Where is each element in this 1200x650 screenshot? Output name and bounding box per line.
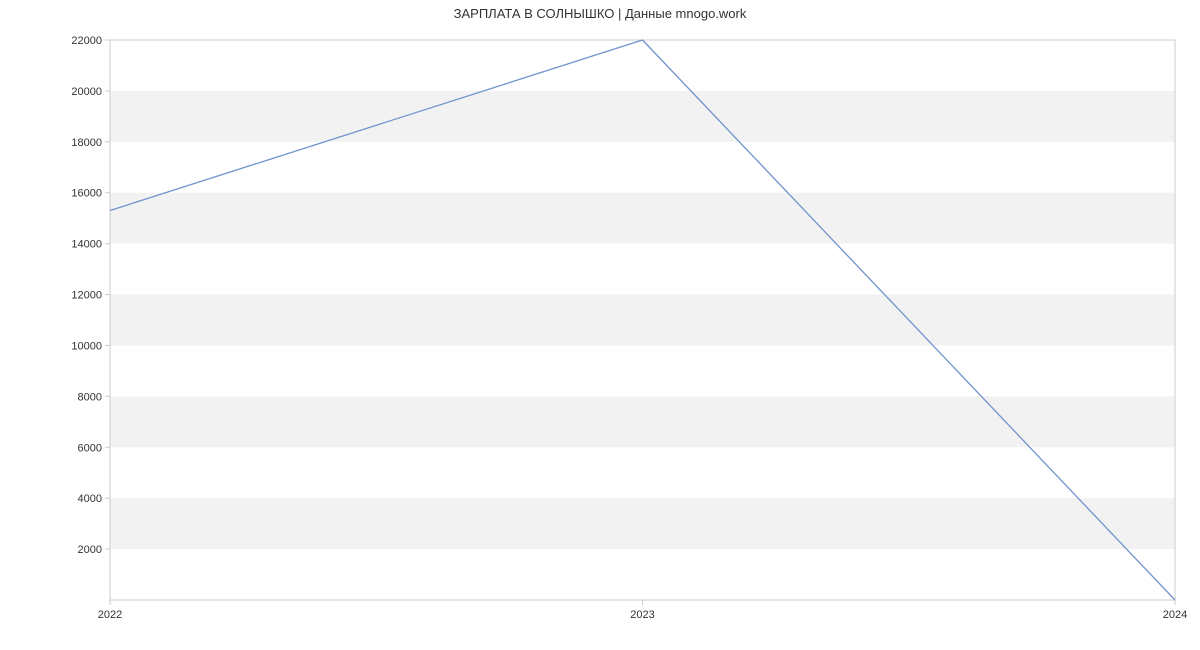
y-tick-label: 10000 [71,340,102,352]
y-tick-label: 12000 [71,290,102,302]
y-tick-label: 14000 [71,239,102,251]
x-tick-label: 2023 [630,609,654,621]
x-tick-label: 2024 [1163,609,1187,621]
grid-band [110,295,1175,346]
chart-svg: 2000 4000 6000 8000 10000 12000 14000 16000 1800… [0,0,1200,650]
y-tick-label: 16000 [71,188,102,200]
y-tick-label: 22000 [71,35,102,47]
x-tick-label: 2022 [98,609,122,621]
y-tick-label: 18000 [71,137,102,149]
y-tick-label: 6000 [78,442,102,454]
y-tick-label: 8000 [78,391,102,403]
y-tick-label: 4000 [78,493,102,505]
grid-band [110,193,1175,244]
grid-band [110,91,1175,142]
grid-band [110,498,1175,549]
y-tick-label: 20000 [71,86,102,98]
salary-line-chart: ЗАРПЛАТА В СОЛНЫШКО | Данные mnogo.work … [0,0,1200,650]
y-tick-label: 2000 [78,544,102,556]
chart-title: ЗАРПЛАТА В СОЛНЫШКО | Данные mnogo.work [0,6,1200,21]
grid-band [110,396,1175,447]
